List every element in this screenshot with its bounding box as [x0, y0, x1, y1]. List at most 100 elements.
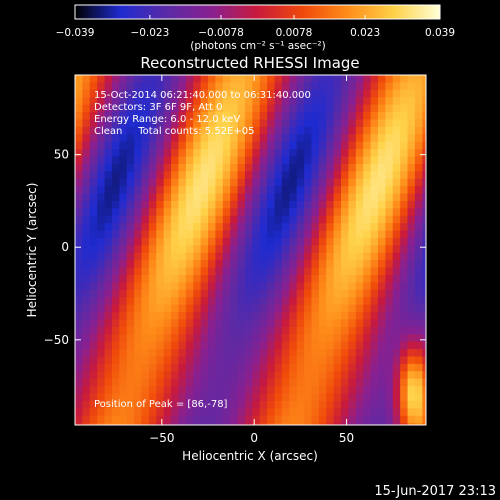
- heatmap-cell: [141, 215, 150, 224]
- heatmap-cell: [289, 215, 298, 224]
- heatmap-cell: [400, 408, 409, 417]
- heatmap-cell: [281, 319, 290, 328]
- heatmap-cell: [134, 200, 143, 209]
- heatmap-cell: [208, 423, 216, 425]
- heatmap-cell: [281, 275, 290, 284]
- heatmap-cell: [208, 349, 216, 358]
- heatmap-cell: [392, 104, 401, 113]
- heatmap-cell: [89, 326, 98, 335]
- heatmap-cell: [178, 423, 187, 425]
- heatmap-cell: [200, 349, 209, 358]
- heatmap-cell: [414, 363, 423, 372]
- heatmap-cell: [141, 282, 150, 291]
- heatmap-cell: [348, 326, 357, 335]
- heatmap-cell: [318, 326, 327, 335]
- heatmap-cell: [148, 334, 157, 343]
- heatmap-cell: [193, 312, 202, 321]
- heatmap-cell: [281, 82, 290, 91]
- heatmap-cell: [363, 82, 372, 91]
- heatmap-cell: [392, 89, 401, 98]
- heatmap-cell: [422, 349, 426, 358]
- heatmap-cell: [400, 89, 409, 98]
- heatmap-cell: [400, 282, 409, 291]
- heatmap-cell: [178, 312, 187, 321]
- heatmap-cell: [171, 304, 180, 313]
- heatmap-cell: [222, 163, 231, 172]
- heatmap-cell: [185, 97, 194, 106]
- heatmap-cell: [134, 378, 143, 387]
- heatmap-cell: [296, 356, 305, 365]
- heatmap-cell: [244, 230, 253, 239]
- heatmap-cell: [119, 237, 128, 246]
- heatmap-cell: [348, 356, 357, 365]
- heatmap-cell: [414, 334, 423, 343]
- heatmap-cell: [281, 245, 290, 254]
- heatmap-cell: [252, 149, 261, 158]
- heatmap-cell: [111, 245, 120, 254]
- heatmap-cell: [422, 156, 426, 165]
- heatmap-cell: [222, 423, 231, 425]
- heatmap-cell: [244, 193, 253, 202]
- heatmap-cell: [377, 112, 386, 121]
- heatmap-cell: [156, 371, 165, 380]
- heatmap-cell: [97, 400, 106, 409]
- heatmap-cell: [311, 356, 320, 365]
- heatmap-cell: [274, 75, 283, 84]
- heatmap-cell: [407, 126, 416, 135]
- heatmap-cell: [178, 289, 187, 298]
- heatmap-cell: [400, 371, 409, 380]
- heatmap-cell: [171, 275, 180, 284]
- heatmap-cell: [333, 82, 342, 91]
- heatmap-cell: [141, 349, 150, 358]
- heatmap-cell: [348, 363, 357, 372]
- heatmap-cell: [400, 112, 409, 121]
- heatmap-cell: [311, 319, 320, 328]
- heatmap-cell: [82, 363, 91, 372]
- heatmap-cell: [326, 415, 335, 424]
- heatmap-cell: [296, 378, 305, 387]
- heatmap-cell: [281, 252, 290, 261]
- heatmap-cell: [141, 237, 150, 246]
- heatmap-cell: [392, 237, 401, 246]
- heatmap-cell: [215, 141, 224, 150]
- heatmap-cell: [244, 415, 253, 424]
- heatmap-cell: [185, 304, 194, 313]
- heatmap-cell: [237, 260, 246, 269]
- heatmap-cell: [304, 149, 313, 158]
- heatmap-cell: [281, 341, 290, 350]
- heatmap-cell: [318, 237, 327, 246]
- heatmap-cell: [171, 97, 180, 106]
- heatmap-cell: [141, 386, 150, 395]
- heatmap-cell: [326, 326, 335, 335]
- heatmap-cell: [392, 297, 401, 306]
- heatmap-cell: [259, 371, 268, 380]
- heatmap-cell: [392, 208, 401, 217]
- heatmap-cell: [156, 363, 165, 372]
- heatmap-cell: [163, 326, 172, 335]
- heatmap-cell: [377, 252, 386, 261]
- heatmap-cell: [304, 304, 313, 313]
- heatmap-cell: [259, 356, 268, 365]
- heatmap-cell: [193, 252, 202, 261]
- heatmap-cell: [230, 82, 239, 91]
- heatmap-cell: [230, 341, 239, 350]
- heatmap-cell: [348, 89, 357, 98]
- heatmap-cell: [281, 223, 290, 232]
- heatmap-cell: [281, 267, 290, 276]
- heatmap-cell: [89, 304, 98, 313]
- heatmap-cell: [156, 149, 165, 158]
- heatmap-cell: [200, 415, 209, 424]
- heatmap-cell: [215, 193, 224, 202]
- heatmap-cell: [348, 163, 357, 172]
- heatmap-cell: [126, 223, 135, 232]
- heatmap-cell: [363, 334, 372, 343]
- heatmap-cell: [414, 252, 423, 261]
- heatmap-cell: [392, 186, 401, 195]
- heatmap-cell: [296, 245, 305, 254]
- heatmap-cell: [119, 260, 128, 269]
- heatmap-cell: [400, 245, 409, 254]
- heatmap-cell: [215, 97, 224, 106]
- heatmap-cell: [341, 82, 350, 91]
- heatmap-cell: [267, 119, 276, 128]
- heatmap-cell: [134, 275, 143, 284]
